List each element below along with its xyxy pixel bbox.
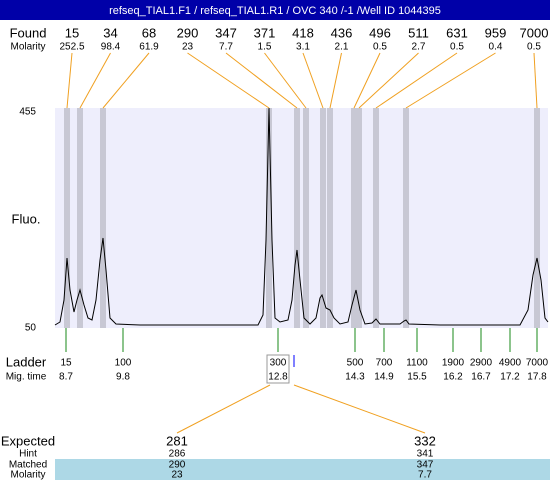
found-value: 496 <box>369 25 391 40</box>
peak-band <box>351 108 357 328</box>
ladder-size: 1100 <box>406 358 428 369</box>
peak-band <box>320 108 326 328</box>
peak-band <box>373 108 379 328</box>
molarity-value: 2.7 <box>412 42 426 53</box>
peak-link <box>187 52 270 109</box>
peak-band <box>403 108 409 328</box>
matched-molarity-value: 23 <box>171 470 183 480</box>
molarity-value: 61.9 <box>139 42 159 53</box>
found-value: 436 <box>331 25 353 40</box>
found-value: 290 <box>177 25 199 40</box>
peak-band <box>294 108 300 328</box>
ladder-size: 1900 <box>442 358 465 369</box>
peak-band <box>356 108 362 328</box>
molarity-value: 1.5 <box>258 42 272 53</box>
matched-highlight <box>55 459 550 480</box>
molarity-value: 0.5 <box>450 42 464 53</box>
peak-band <box>534 108 540 328</box>
peak-link <box>353 52 381 109</box>
expected-value: 281 <box>166 433 188 448</box>
found-value: 7000 <box>520 25 549 40</box>
y-min: 50 <box>25 323 37 334</box>
found-label: Found <box>10 25 47 40</box>
matched-molarity-label: Molarity <box>10 470 45 480</box>
peak-link <box>405 52 496 109</box>
ladder-size: 300 <box>270 358 287 369</box>
expected-value: 332 <box>414 433 436 448</box>
expected-label: Expected <box>1 433 55 448</box>
molarity-value: 2.1 <box>335 42 349 53</box>
mig-time: 8.7 <box>59 372 73 383</box>
matched-molarity-value: 7.7 <box>418 470 432 480</box>
ladder-size: 4900 <box>499 358 522 369</box>
ladder-label: Ladder <box>6 354 47 369</box>
peak-link <box>358 52 419 109</box>
hint-value: 341 <box>417 449 434 460</box>
peak-band <box>64 108 70 328</box>
molarity-value: 0.4 <box>489 42 503 53</box>
found-value: 631 <box>446 25 468 40</box>
mig-time: 9.8 <box>116 372 130 383</box>
molarity-label: Molarity <box>10 42 45 53</box>
title: refseq_TIAL1.F1 / refseq_TIAL1.R1 / OVC … <box>109 5 441 17</box>
molarity-value: 252.5 <box>59 42 84 53</box>
peak-link <box>264 52 307 109</box>
ladder-size: 15 <box>60 358 72 369</box>
ladder-size: 700 <box>376 358 393 369</box>
found-value: 15 <box>65 25 79 40</box>
found-value: 371 <box>254 25 276 40</box>
peak-band <box>303 108 309 328</box>
ladder-size: 500 <box>347 358 364 369</box>
matched-label: Matched <box>9 460 47 471</box>
mig-time: 17.2 <box>500 372 520 383</box>
hint-value: 286 <box>169 449 186 460</box>
found-value: 34 <box>103 25 117 40</box>
mig-time-label: Mig. time <box>6 372 47 383</box>
mig-time: 14.9 <box>374 372 394 383</box>
matched-value: 347 <box>417 460 434 471</box>
peak-link <box>66 52 73 109</box>
molarity-value: 23 <box>182 42 194 53</box>
expected-link <box>293 384 426 434</box>
peak-link <box>375 52 458 109</box>
molarity-value: 98.4 <box>101 42 121 53</box>
found-value: 511 <box>408 25 429 40</box>
mig-time: 12.8 <box>268 372 288 383</box>
peak-band <box>327 108 333 328</box>
found-value: 347 <box>215 25 237 40</box>
selected-ladder-box <box>266 354 290 384</box>
expected-link <box>176 384 271 434</box>
peak-link <box>79 52 111 109</box>
peak-link <box>329 52 342 109</box>
peak-band <box>266 108 272 328</box>
peak-band <box>100 108 106 328</box>
molarity-value: 7.7 <box>219 42 233 53</box>
ladder-size: 7000 <box>526 358 549 369</box>
peak-link <box>102 52 150 109</box>
ladder-size: 100 <box>115 358 132 369</box>
y-label: Fluo. <box>12 211 41 226</box>
found-value: 68 <box>142 25 156 40</box>
matched-value: 290 <box>169 460 186 471</box>
peak-link <box>302 52 324 109</box>
found-value: 418 <box>292 25 314 40</box>
mig-time: 17.8 <box>527 372 547 383</box>
mig-time: 16.7 <box>471 372 491 383</box>
hint-label: Hint <box>19 449 37 460</box>
y-max: 455 <box>19 107 36 118</box>
molarity-value: 0.5 <box>527 42 541 53</box>
peak-band <box>77 108 83 328</box>
found-value: 959 <box>485 25 507 40</box>
title-bar <box>0 0 550 20</box>
ladder-size: 2900 <box>470 358 493 369</box>
peak-link <box>533 52 538 109</box>
peak-link <box>225 52 298 109</box>
mig-time: 15.5 <box>407 372 427 383</box>
molarity-value: 0.5 <box>373 42 387 53</box>
molarity-value: 3.1 <box>296 42 310 53</box>
mig-time: 14.3 <box>345 372 365 383</box>
trace <box>54 107 549 326</box>
mig-time: 16.2 <box>443 372 463 383</box>
